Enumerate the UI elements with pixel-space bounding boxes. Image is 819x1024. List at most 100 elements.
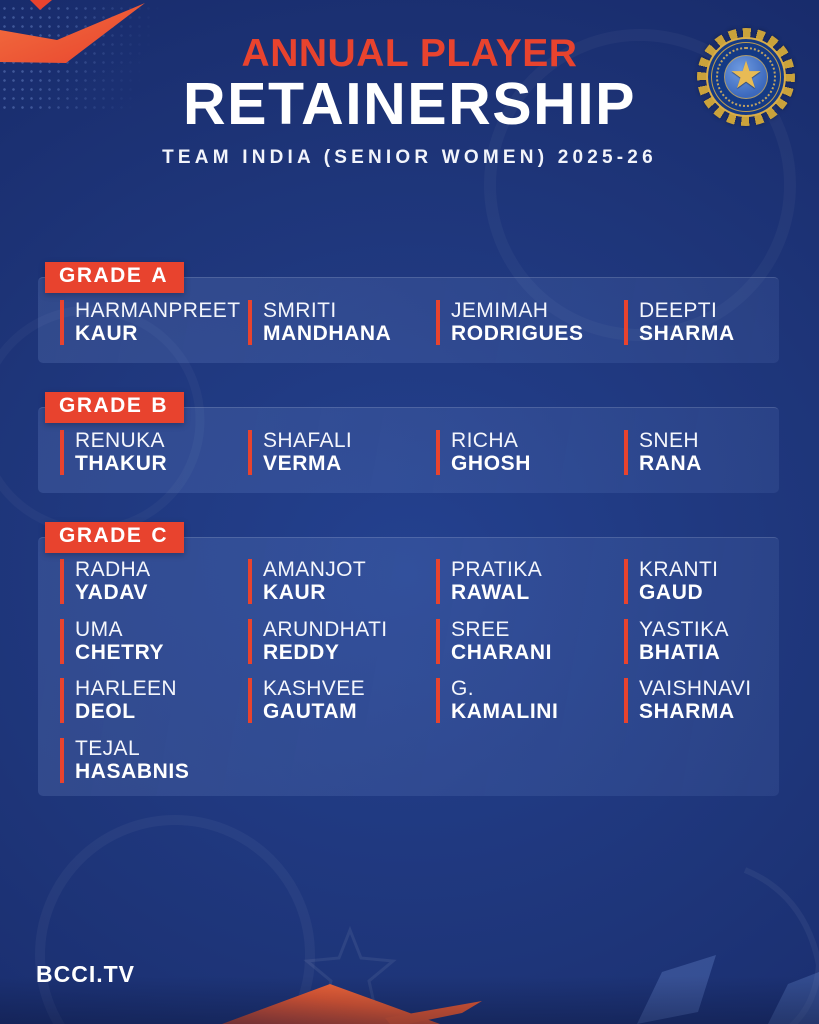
player-first-name: YASTIKA — [639, 617, 729, 641]
accent-bar — [248, 300, 252, 345]
player-first-name: VAISHNAVI — [639, 677, 752, 700]
player-g-kamalini: G. KAMALINI — [436, 677, 624, 737]
player-last-name: BHATIA — [639, 640, 721, 664]
accent-bar — [60, 618, 64, 664]
player-first-name: PRATIKA — [451, 558, 543, 581]
page-title-line1: ANNUAL PLAYER — [241, 32, 578, 75]
accent-bar — [60, 300, 64, 345]
player-last-name: DEOL — [75, 700, 136, 723]
accent-bar — [624, 430, 628, 475]
player-first-name: AMANJOT — [263, 558, 367, 581]
page-subtitle: TEAM INDIA (SENIOR WOMEN) 2025-26 — [162, 146, 657, 168]
player-last-name: GAUTAM — [263, 700, 358, 723]
accent-bar — [624, 618, 628, 664]
grade-a-panel: HARMANPREET KAUR SMRITI MANDHANA JEMIMAH RO… — [38, 277, 779, 363]
player-first-name: RADHA — [75, 558, 151, 581]
player-last-name: GHOSH — [451, 452, 532, 475]
header: ANNUAL PLAYER RETAINERSHIP TEAM INDIA (S… — [0, 32, 819, 169]
player-last-name: YADAV — [75, 581, 149, 604]
player-first-name: UMA — [75, 617, 123, 641]
grade-label: GRADE — [59, 524, 143, 547]
player-sree-charani: SREE CHARANI — [436, 618, 624, 678]
accent-bar — [60, 430, 64, 475]
bcci-logo: ★ — [697, 28, 795, 126]
accent-bar — [436, 559, 440, 604]
player-smriti-mandhana: SMRITI MANDHANA — [248, 299, 436, 351]
player-last-name: RAWAL — [451, 581, 530, 604]
player-last-name: KAUR — [75, 322, 139, 345]
accent-bar — [624, 559, 628, 604]
grade-label: GRADE — [59, 264, 143, 287]
player-first-name: SMRITI — [263, 299, 337, 322]
grade-letter: A — [151, 264, 168, 287]
bcci-tv-brand: BCCI.TV — [36, 961, 135, 987]
accent-bar — [436, 678, 440, 723]
player-shafali-verma: SHAFALI VERMA — [248, 429, 436, 481]
player-kashvee-gautam: KASHVEE GAUTAM — [248, 677, 436, 737]
player-first-name: SHAFALI — [263, 429, 353, 452]
accent-bar — [248, 559, 252, 604]
player-arundhati-reddy: ARUNDHATI REDDY — [248, 618, 436, 678]
player-first-name: RICHA — [451, 429, 519, 452]
player-last-name: VERMA — [263, 452, 342, 475]
player-last-name: RANA — [639, 452, 703, 475]
player-uma-chetry: UMA CHETRY — [60, 618, 248, 678]
grade-c-panel: RADHA YADAV AMANJOT KAUR PRATIKA RAWAL KRAN… — [38, 537, 779, 796]
player-last-name: CHARANI — [451, 640, 553, 664]
accent-bar — [436, 618, 440, 664]
player-last-name: THAKUR — [75, 452, 168, 475]
player-harmanpreet-kaur: HARMANPREET KAUR — [60, 299, 248, 351]
player-deepti-sharma: DEEPTI SHARMA — [624, 299, 779, 351]
player-first-name: HARMANPREET — [75, 299, 241, 322]
accent-bar — [60, 737, 64, 783]
player-pratika-rawal: PRATIKA RAWAL — [436, 558, 624, 618]
player-first-name: JEMIMAH — [451, 299, 549, 322]
player-vaishnavi-sharma: VAISHNAVI SHARMA — [624, 677, 779, 737]
accent-bar — [248, 430, 252, 475]
player-amanjot-kaur: AMANJOT KAUR — [248, 558, 436, 618]
player-first-name: TEJAL — [75, 736, 141, 760]
grade-c-badge: GRADE C — [45, 522, 184, 553]
grade-letter: C — [151, 524, 168, 547]
player-first-name: HARLEEN — [75, 677, 177, 700]
player-last-name: SHARMA — [639, 700, 735, 723]
player-first-name: DEEPTI — [639, 299, 718, 322]
accent-bar — [248, 678, 252, 723]
accent-bar — [248, 618, 252, 664]
player-jemimah-rodrigues: JEMIMAH RODRIGUES — [436, 299, 624, 351]
page-title-line2: RETAINERSHIP — [183, 70, 636, 137]
player-radha-yadav: RADHA YADAV — [60, 558, 248, 618]
player-harleen-deol: HARLEEN DEOL — [60, 677, 248, 737]
player-last-name: CHETRY — [75, 640, 165, 664]
player-yastika-bhatia: YASTIKA BHATIA — [624, 618, 779, 678]
player-first-name: SNEH — [639, 429, 699, 452]
player-kranti-gaud: KRANTI GAUD — [624, 558, 779, 618]
bcci-logo-core: ★ — [724, 55, 768, 99]
bcci-logo-text-ring — [716, 47, 776, 107]
player-last-name: GAUD — [639, 581, 704, 604]
player-first-name: SREE — [451, 617, 510, 641]
accent-bar — [60, 678, 64, 723]
player-first-name: G. — [451, 677, 474, 700]
accent-bar — [60, 559, 64, 604]
player-last-name: KAUR — [263, 581, 327, 604]
player-tejal-hasabnis: TEJAL HASABNIS — [60, 737, 248, 797]
grade-a-badge: GRADE A — [45, 262, 184, 293]
player-renuka-thakur: RENUKA THAKUR — [60, 429, 248, 481]
player-last-name: REDDY — [263, 640, 340, 664]
player-last-name: MANDHANA — [263, 322, 392, 345]
player-first-name: ARUNDHATI — [263, 617, 388, 641]
grade-b-badge: GRADE B — [45, 392, 184, 423]
player-sneh-rana: SNEH RANA — [624, 429, 779, 481]
player-last-name: RODRIGUES — [451, 322, 584, 345]
player-first-name: RENUKA — [75, 429, 165, 452]
accent-bar — [436, 430, 440, 475]
grade-letter: B — [151, 394, 168, 417]
player-richa-ghosh: RICHA GHOSH — [436, 429, 624, 481]
accent-bar — [624, 678, 628, 723]
star-icon: ★ — [728, 55, 764, 97]
player-first-name: KASHVEE — [263, 677, 366, 700]
accent-bar — [624, 300, 628, 345]
accent-bar — [436, 300, 440, 345]
